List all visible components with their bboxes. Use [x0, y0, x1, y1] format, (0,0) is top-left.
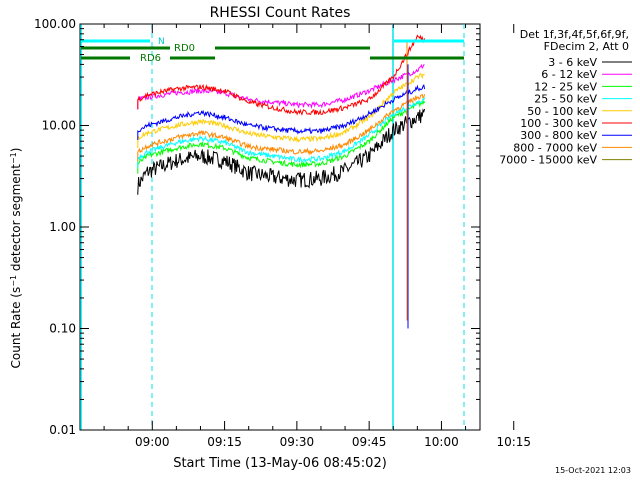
x-axis: 09:00 09:15 09:30 09:45 10:00 10:15: [103, 24, 531, 449]
legend-label: 300 - 800 keV: [520, 129, 597, 142]
series-line-6-12keV: [137, 63, 425, 110]
series-line-25-50keV: [137, 97, 426, 168]
y-tick-label: 100.00: [34, 17, 76, 31]
y-tick-label: 10.00: [42, 119, 76, 133]
series-line-800-7000keV: [137, 93, 426, 162]
legend-label: 6 - 12 keV: [541, 68, 597, 81]
legend-label: 25 - 50 keV: [534, 93, 597, 106]
y-tick-label: 0.10: [49, 322, 76, 336]
series-line-50-100keV: [137, 72, 425, 148]
y-axis-label: Count Rate (s−1 detector segment−1): [9, 148, 24, 369]
status-bars: N RD0 RD6: [81, 37, 464, 64]
x-tick-label: 09:45: [352, 435, 387, 449]
series-line-100-300keV: [137, 34, 426, 116]
annotation-label: N: [158, 37, 165, 47]
x-tick-label: 10:00: [424, 435, 459, 449]
legend-label: 7000 - 15000 keV: [499, 154, 597, 167]
series-line-300-800keV: [137, 83, 426, 140]
y-tick-label: 0.01: [49, 423, 76, 437]
y-tick-label: 1.00: [49, 220, 76, 234]
x-tick-label: 09:00: [135, 435, 170, 449]
legend-header: Det 1f,3f,4f,5f,6f,9f,: [520, 28, 629, 41]
annotation-label: RD6: [140, 53, 161, 64]
plot-frame: [79, 23, 481, 431]
x-tick-label: 10:15: [496, 435, 531, 449]
y-axis: 0.01 0.10 1.00 10.00 100.00: [34, 17, 480, 437]
series-line-12-25keV: [137, 99, 426, 174]
legend: Det 1f,3f,4f,5f,6f,9f,FDecim 2, Att 0 3 -…: [499, 28, 632, 167]
series-lines: [137, 34, 426, 329]
legend-label: 800 - 7000 keV: [513, 141, 597, 154]
legend-label: 12 - 25 keV: [534, 80, 597, 93]
legend-label: 100 - 300 keV: [520, 117, 597, 130]
series-line-3-6keV: [137, 108, 426, 195]
x-tick-label: 09:15: [207, 435, 242, 449]
legend-label: 50 - 100 keV: [527, 105, 597, 118]
plot-border: [79, 23, 481, 431]
timestamp: 15-Oct-2021 12:03: [555, 466, 631, 475]
chart-title: RHESSI Count Rates: [210, 5, 351, 21]
annotation-label: RD0: [174, 43, 195, 54]
legend-header: FDecim 2, Att 0: [544, 40, 629, 53]
legend-label: 3 - 6 keV: [548, 56, 597, 69]
x-tick-label: 09:30: [280, 435, 315, 449]
x-axis-label: Start Time (13-May-06 08:45:02): [173, 456, 387, 471]
